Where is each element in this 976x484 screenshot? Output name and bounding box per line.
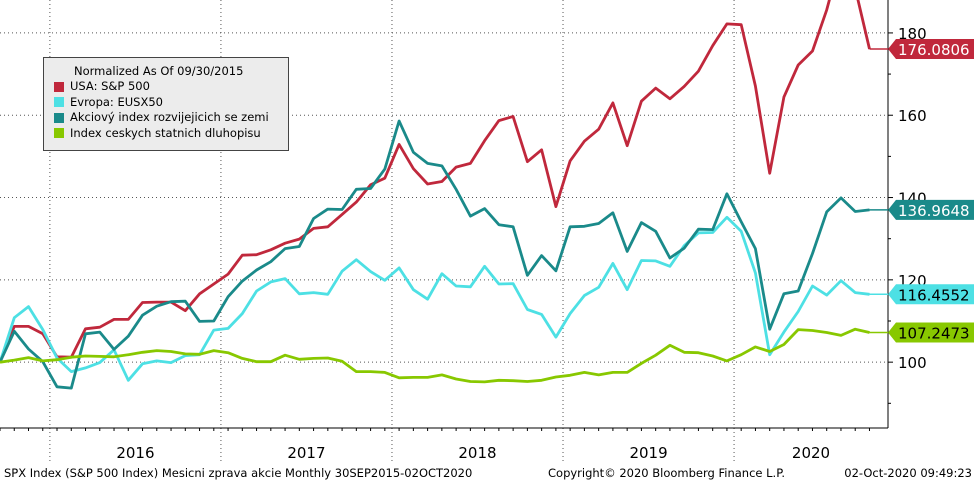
- x-axis-labels: 2016 2017 2018 2019 2020: [0, 428, 870, 462]
- last-value-tag-1: [888, 284, 974, 305]
- last-value-label-2: 136.9648: [898, 202, 970, 220]
- footer-timestamp: 02-Oct-2020 09:49:23: [844, 466, 972, 480]
- y-tick-label-100: 100: [898, 354, 927, 372]
- footer-copyright: Copyright© 2020 Bloomberg Finance L.P.: [548, 466, 785, 480]
- footer-source: SPX Index (S&P 500 Index) Mesicni zprava…: [4, 466, 473, 480]
- series-line-0: [0, 0, 871, 363]
- year-separators: [49, 0, 735, 464]
- series-line-3: [0, 327, 870, 384]
- series-lines: [0, 0, 871, 390]
- legend-label-usa: USA: S&P 500: [70, 79, 150, 93]
- last-value-tag-3: [888, 322, 974, 343]
- legend-entry-emerging: Akciový index rozvijejicich se zemi: [50, 110, 282, 126]
- last-value-tag-0: [888, 38, 974, 59]
- legend: Normalized As Of 09/30/2015 USA: S&P 500…: [43, 57, 289, 151]
- legend-swatch-europe: [54, 97, 64, 108]
- legend-swatch-emerging: [54, 112, 64, 123]
- x-tick-label-2018: 2018: [458, 444, 496, 462]
- y-tick-label-180: 180: [898, 25, 927, 43]
- x-tick-label-2020: 2020: [792, 444, 830, 462]
- y-tick-label-160: 160: [898, 107, 927, 125]
- last-value-tag-2: [888, 199, 974, 220]
- legend-swatch-usa: [54, 81, 64, 92]
- last-value-label-1: 116.4552: [898, 286, 970, 304]
- last-value-labels: 176.0806 116.4552 136.9648 107.2473: [869, 38, 974, 343]
- last-value-label-3: 107.2473: [898, 325, 970, 343]
- x-tick-label-2019: 2019: [629, 444, 667, 462]
- series-line-2: [0, 119, 870, 390]
- x-tick-label-2017: 2017: [287, 444, 325, 462]
- x-tick-label-2016: 2016: [116, 444, 154, 462]
- legend-swatch-czech-bonds: [54, 128, 64, 139]
- last-value-label-0: 176.0806: [898, 41, 970, 59]
- legend-title: Normalized As Of 09/30/2015: [74, 64, 244, 78]
- legend-label-europe: Evropa: EUSX50: [70, 94, 163, 109]
- series-line-1: [0, 215, 870, 382]
- legend-entry-europe: Evropa: EUSX50: [50, 95, 282, 111]
- legend-entry-czech-bonds: Index ceskych statnich dluhopisu: [50, 126, 282, 142]
- legend-label-emerging: Akciový index rozvijejicich se zemi: [70, 110, 269, 124]
- legend-label-czech-bonds: Index ceskych statnich dluhopisu: [70, 125, 261, 140]
- legend-entry-usa: USA: S&P 500: [50, 79, 282, 95]
